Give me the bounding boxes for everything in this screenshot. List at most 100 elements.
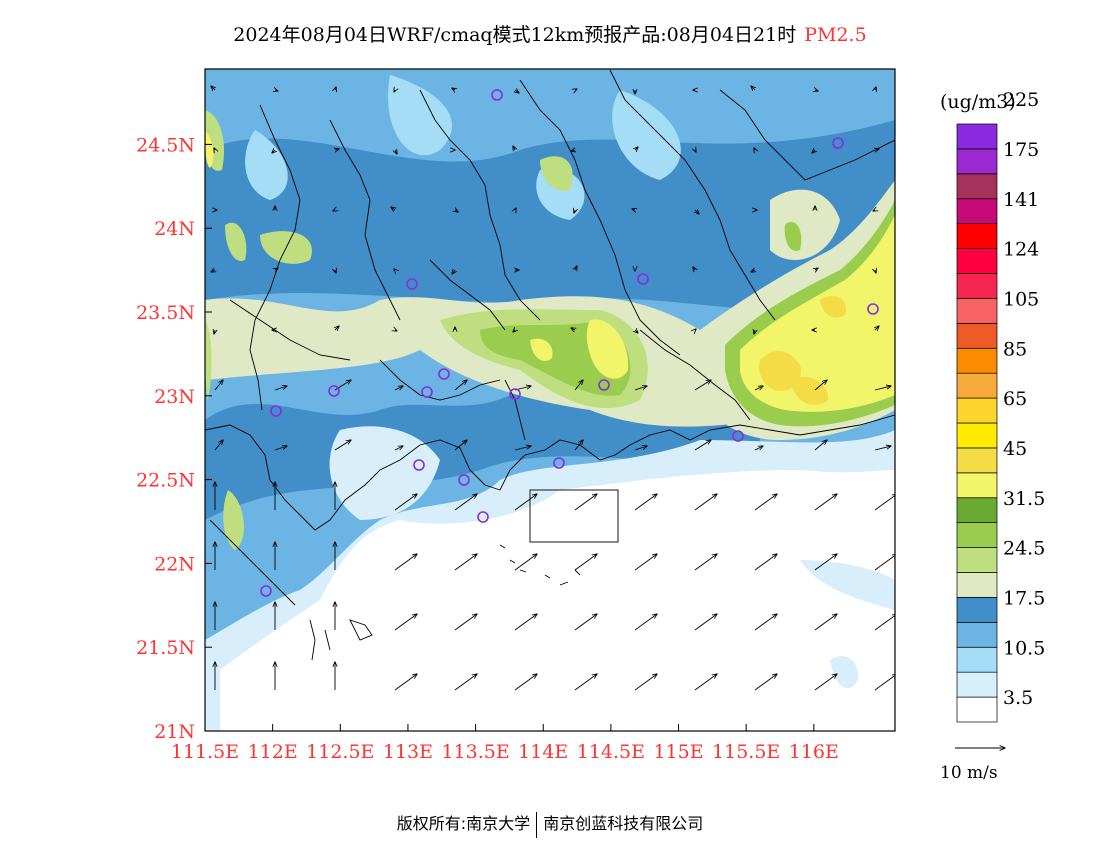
wind-vector — [694, 440, 711, 451]
lon-label: 115.5E — [712, 741, 780, 763]
legend-swatch — [956, 597, 998, 623]
station-marker — [637, 273, 649, 285]
wind-vector — [513, 146, 515, 150]
wind-vector — [694, 674, 717, 691]
wind-vector — [814, 440, 827, 451]
wind-vector — [754, 674, 777, 691]
plot-frame — [204, 68, 896, 732]
wind-vector — [335, 326, 339, 330]
wind-vector — [634, 494, 657, 511]
wind-vector — [574, 674, 597, 691]
wind-vector — [635, 330, 638, 333]
legend-label: 17.5 — [1003, 587, 1045, 609]
legend-swatch — [956, 397, 998, 424]
copyright-text: 版权所有:南京大学 — [396, 814, 531, 833]
field-zone-sea-east — [800, 560, 895, 610]
legend-swatch — [956, 248, 998, 274]
legend-swatch — [956, 696, 998, 723]
wind-vector — [394, 554, 417, 571]
legend-swatch — [956, 223, 998, 249]
province-boundaries — [205, 69, 895, 661]
legend-swatch — [956, 472, 998, 499]
wind-vector — [211, 86, 215, 90]
lat-label: 23.5N — [136, 302, 195, 324]
legend-swatch — [956, 447, 998, 474]
wind-vector — [695, 150, 696, 152]
wind-vector — [395, 150, 397, 154]
monitoring-stations — [260, 89, 879, 597]
station-marker — [458, 474, 470, 486]
wind-vector — [814, 380, 827, 391]
field-patch-3 — [612, 90, 681, 180]
wind-vector — [695, 329, 696, 330]
wind-vector — [394, 674, 417, 691]
wind-vector — [874, 554, 895, 571]
lon-label: 113E — [383, 741, 433, 763]
wind-vector — [875, 326, 879, 330]
wind-vector — [335, 270, 336, 273]
wind-vector — [515, 90, 519, 93]
field-zone-northeast-core — [784, 221, 802, 251]
field-band-north — [205, 120, 895, 312]
wind-vector — [335, 87, 336, 90]
wind-vector — [814, 494, 837, 511]
wind-vector — [575, 266, 577, 270]
boundary-northeast — [609, 69, 776, 321]
lon-label: 114.5E — [577, 741, 645, 763]
wind-vector — [812, 150, 815, 153]
station-marker — [421, 386, 433, 398]
wind-vector — [274, 386, 287, 391]
wind-vector — [575, 89, 577, 90]
wind-vector — [394, 614, 417, 631]
legend-swatch — [956, 173, 998, 200]
legend-swatch — [956, 621, 998, 648]
field-spot-5 — [223, 490, 244, 550]
wind-vector — [452, 270, 455, 274]
station-marker — [509, 388, 521, 400]
field-zone-east-peak-2 — [790, 376, 829, 405]
wind-vector — [514, 446, 531, 451]
wind-vector — [694, 614, 717, 631]
field-patch-2 — [245, 130, 288, 200]
vector-ref-label: 10 m/s — [940, 763, 998, 783]
boundary-west-mid — [229, 299, 351, 361]
wind-vector — [754, 614, 777, 631]
boundary-east-mid — [639, 329, 751, 421]
wind-vector — [454, 494, 477, 511]
wind-vector — [815, 268, 818, 270]
station-marker — [867, 303, 879, 315]
wind-vector — [395, 330, 397, 331]
hongkong-box — [529, 489, 619, 543]
wind-vector — [394, 446, 403, 451]
legend-label: 141 — [1003, 189, 1039, 211]
wind-vector — [574, 554, 597, 571]
boundary-north-1 — [329, 119, 401, 321]
legend-swatch — [956, 547, 998, 573]
legend-swatch — [956, 123, 998, 150]
wind-vector — [574, 494, 597, 511]
wind-vector — [694, 380, 711, 391]
wind-vector — [754, 386, 763, 391]
wind-vector — [454, 554, 477, 571]
wind-vector — [754, 148, 755, 150]
lon-label: 112E — [248, 741, 298, 763]
legend-swatch — [956, 148, 998, 175]
wind-vector — [514, 554, 537, 571]
wind-vector — [394, 494, 417, 511]
wind-vector — [574, 614, 597, 631]
wind-vector — [874, 494, 895, 511]
wind-vector — [574, 440, 583, 451]
lon-label: 113.5E — [441, 741, 509, 763]
pm25-concentration-field — [205, 69, 895, 731]
legend-label: 3.5 — [1003, 687, 1033, 709]
field-zone-prd-high-2 — [530, 338, 553, 361]
company-text: 南京创蓝科技有限公司 — [543, 814, 704, 833]
wind-vector — [874, 386, 891, 391]
field-spot-6 — [205, 320, 212, 400]
coastline-main — [205, 414, 895, 531]
legend-swatch — [956, 322, 998, 349]
station-marker — [491, 89, 503, 101]
wind-vector — [634, 614, 657, 631]
wind-vector — [815, 90, 818, 91]
field-zone-sea-clean — [220, 470, 895, 731]
